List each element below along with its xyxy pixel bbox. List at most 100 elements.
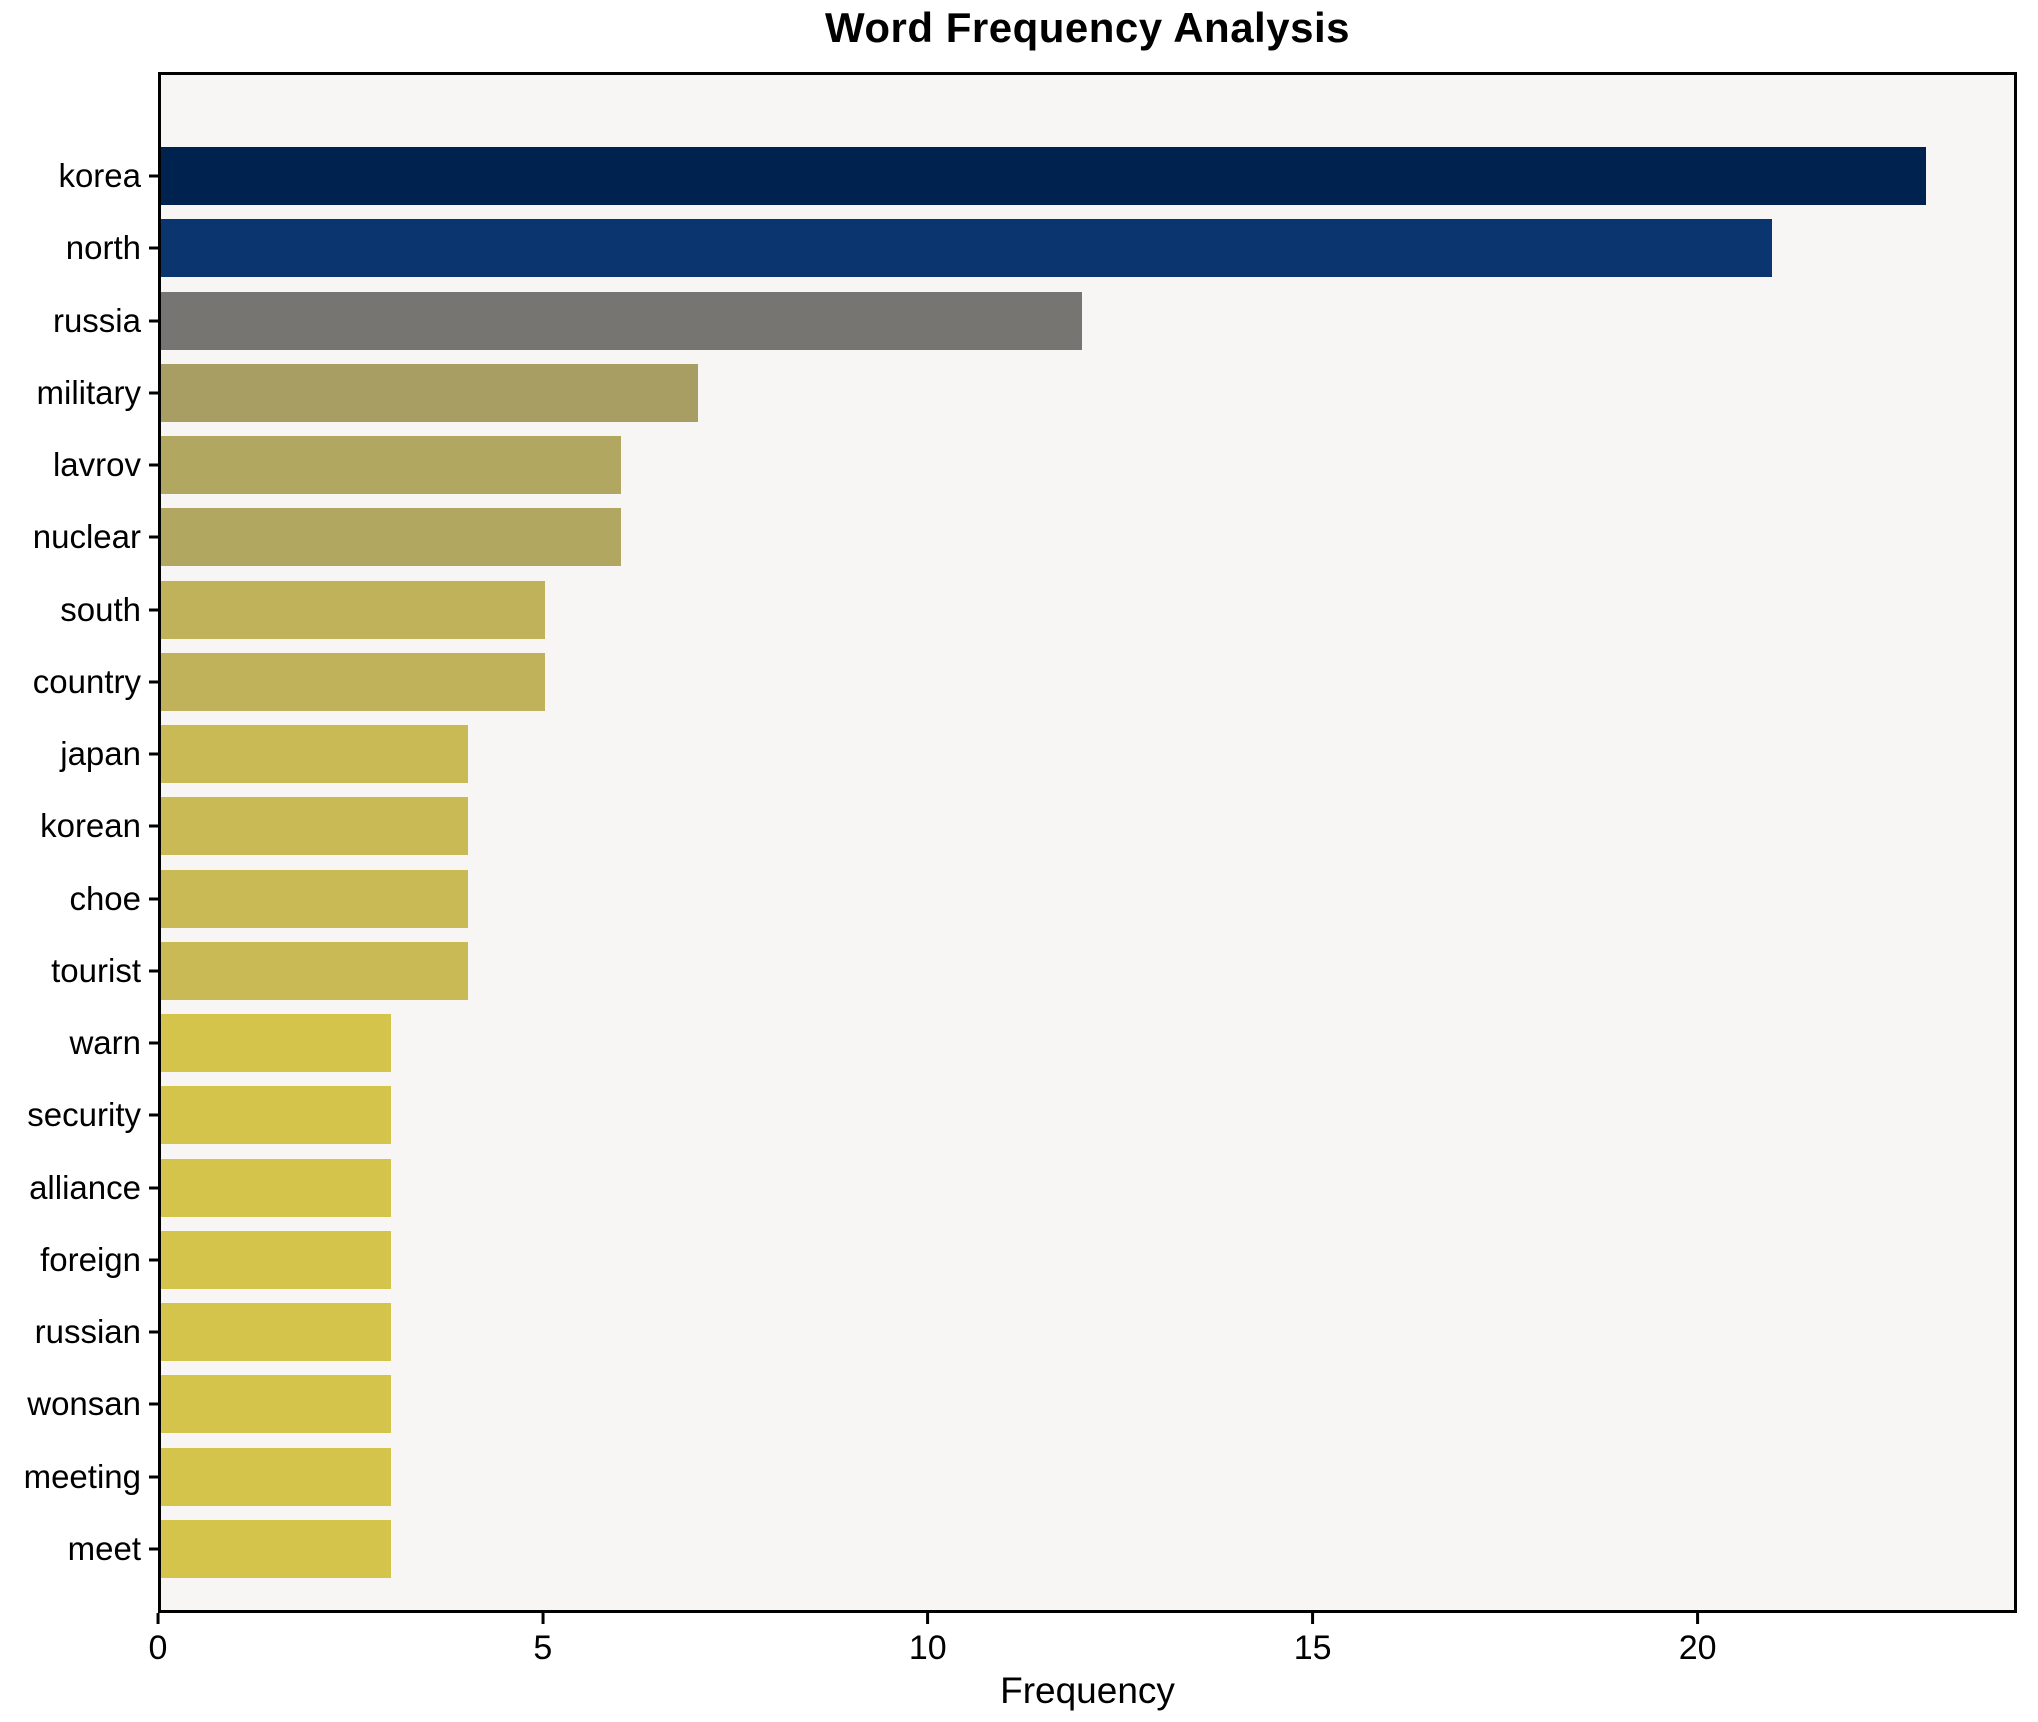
x-tick: 5 [533, 1613, 552, 1668]
y-tick-label: korean [40, 807, 141, 845]
bar [161, 508, 622, 567]
bar-row: japan [60, 718, 2014, 790]
y-tick-mark [149, 246, 158, 250]
bars-container: korea north russia military lavrov nuclear sou… [24, 75, 2014, 1610]
bar [161, 725, 468, 784]
y-tick-label: alliance [29, 1168, 141, 1206]
y-tick-label: meeting [23, 1457, 141, 1495]
bar [161, 1447, 392, 1506]
y-tick-mark [149, 608, 158, 612]
bar-row: tourist [51, 935, 2014, 1007]
bar [161, 147, 1926, 206]
bar [161, 219, 1773, 278]
bar-row: russia [53, 285, 2014, 357]
x-tick-label: 15 [1293, 1629, 1332, 1667]
y-tick-label: japan [60, 735, 141, 773]
y-tick-label: security [27, 1096, 141, 1134]
bar [161, 363, 699, 422]
chart-title: Word Frequency Analysis [825, 4, 1350, 51]
y-tick-label: russian [34, 1313, 141, 1351]
x-tick: 10 [909, 1613, 947, 1668]
bar [161, 580, 545, 639]
y-tick-label: military [36, 373, 142, 411]
y-tick-mark [149, 1041, 158, 1045]
x-axis-label: Frequency [1000, 1670, 1175, 1711]
y-tick-label: russia [52, 301, 141, 339]
bar [161, 436, 622, 495]
y-tick-label: lavrov [52, 446, 141, 484]
bar-row: military [37, 357, 2014, 429]
bar-row: security [27, 1079, 2014, 1151]
bar-row: korean [40, 790, 2014, 862]
y-tick-label: tourist [51, 951, 141, 989]
bar-row: north [66, 212, 2014, 284]
y-tick-mark [149, 1258, 158, 1262]
y-tick-mark [149, 1330, 158, 1334]
bar-row: wonsan [27, 1368, 2014, 1440]
bar [161, 1375, 392, 1434]
bar-row: choe [69, 863, 2014, 935]
bar-row: country [33, 646, 2014, 718]
y-tick-mark [149, 752, 158, 756]
x-tick-label: 5 [533, 1629, 553, 1667]
bar-row: meet [68, 1513, 2014, 1585]
bar [161, 1303, 392, 1362]
y-tick-mark [149, 535, 158, 539]
y-tick-mark [149, 824, 158, 828]
y-tick-mark [149, 969, 158, 973]
bar [161, 291, 1082, 350]
bar [161, 869, 468, 928]
y-tick-mark [149, 897, 158, 901]
bar-row: lavrov [53, 429, 2014, 501]
x-tick-mark [1696, 1613, 1700, 1624]
bar-row: korea [58, 140, 2014, 212]
bar [161, 1230, 392, 1289]
bar [161, 1014, 392, 1073]
bar-row: warn [69, 1007, 2014, 1079]
y-tick-mark [149, 1475, 158, 1479]
bar-row: south [60, 574, 2014, 646]
y-tick-label: foreign [40, 1240, 141, 1278]
y-tick-mark [149, 1547, 158, 1551]
plot-area: korea north russia military lavrov nuclear sou… [24, 72, 2017, 1613]
x-tick-label: 10 [908, 1629, 947, 1667]
x-tick-mark [1311, 1613, 1315, 1624]
bar [161, 1086, 392, 1145]
bar-row: foreign [40, 1224, 2014, 1296]
x-tick: 0 [148, 1613, 168, 1668]
y-tick-mark [149, 319, 158, 323]
bar [161, 941, 468, 1000]
y-tick-label: south [60, 590, 141, 628]
x-tick: 20 [1679, 1613, 1717, 1668]
x-tick: 15 [1294, 1613, 1332, 1668]
y-tick-label: korea [58, 157, 141, 195]
bar-row: nuclear [33, 501, 2014, 573]
x-tick-mark [156, 1613, 160, 1624]
bar [161, 1519, 392, 1578]
y-tick-label: meet [67, 1529, 141, 1567]
y-tick-label: wonsan [27, 1385, 141, 1423]
bar-row: meeting [24, 1441, 2014, 1513]
y-tick-label: choe [69, 879, 141, 917]
x-axis: 0 5 10 15 20 [149, 1613, 2017, 1677]
x-tick-mark [926, 1613, 930, 1624]
bar-row: alliance [29, 1152, 2014, 1224]
y-tick-mark [149, 174, 158, 178]
bar [161, 797, 468, 856]
bar [161, 1158, 392, 1217]
y-tick-label: nuclear [32, 518, 141, 556]
y-tick-mark [149, 391, 158, 395]
x-tick-label: 20 [1678, 1629, 1717, 1667]
y-tick-mark [149, 1402, 158, 1406]
bar [161, 652, 545, 711]
x-tick-label: 0 [148, 1629, 168, 1667]
y-tick-mark [149, 1186, 158, 1190]
y-tick-label: country [32, 662, 141, 700]
y-tick-label: north [65, 229, 141, 267]
bar-row: russian [35, 1296, 2014, 1368]
y-tick-mark [149, 1113, 158, 1117]
y-tick-mark [149, 463, 158, 467]
y-tick-mark [149, 680, 158, 684]
x-tick-mark [541, 1613, 545, 1624]
